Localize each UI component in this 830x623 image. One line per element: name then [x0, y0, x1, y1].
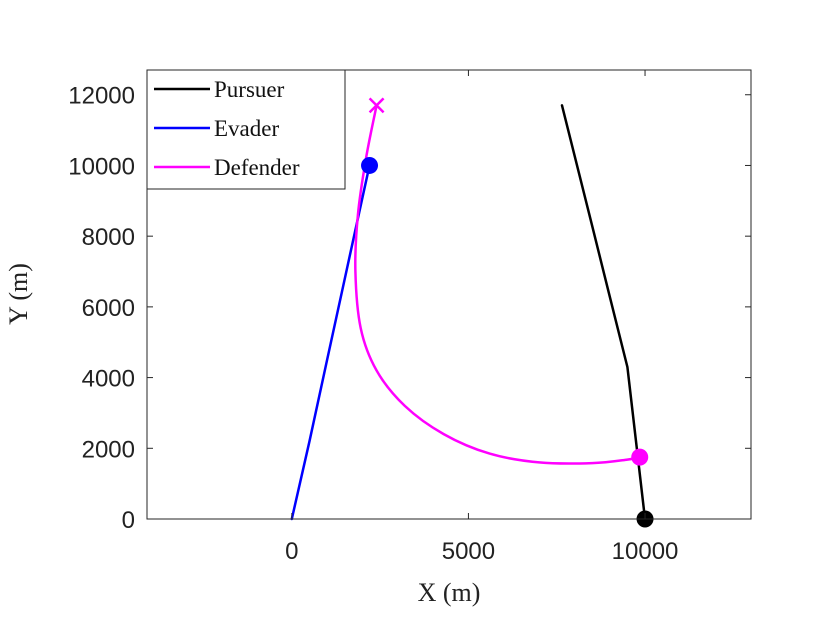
- evader-end-marker: [361, 156, 379, 174]
- pursuer-trajectory-line: [560, 104, 647, 521]
- x-axis-label: X (m): [418, 578, 481, 607]
- defender-trajectory-line: [354, 104, 641, 465]
- legend-label-defender: Defender: [214, 155, 300, 180]
- y-tick-label: 12000: [68, 83, 135, 110]
- x-tick-label: 10000: [612, 538, 679, 565]
- plot-frame: [146, 69, 752, 520]
- defender-end-marker: [631, 448, 649, 466]
- y-tick-label: 4000: [82, 366, 135, 393]
- legend-label-evader: Evader: [214, 116, 279, 141]
- x-tick-label: 0: [285, 538, 298, 565]
- evader-trajectory-line: [290, 164, 371, 521]
- y-tick-label: 8000: [82, 224, 135, 251]
- series-layer: [290, 97, 654, 528]
- x-tick-label: 5000: [442, 538, 495, 565]
- legend-label-pursuer: Pursuer: [214, 77, 285, 102]
- y-tick-label: 0: [122, 507, 135, 534]
- defender-start-marker: [368, 97, 385, 114]
- y-tick-label: 6000: [82, 295, 135, 322]
- y-axis-label: Y (m): [4, 263, 33, 325]
- y-tick-label: 2000: [82, 436, 135, 463]
- y-tick-label: 10000: [68, 153, 135, 180]
- legend: Pursuer Evader Defender: [146, 69, 346, 190]
- ticks-layer: 0 5000 10000 0 2000 4000 6000 8000 10000 12000: [68, 70, 751, 565]
